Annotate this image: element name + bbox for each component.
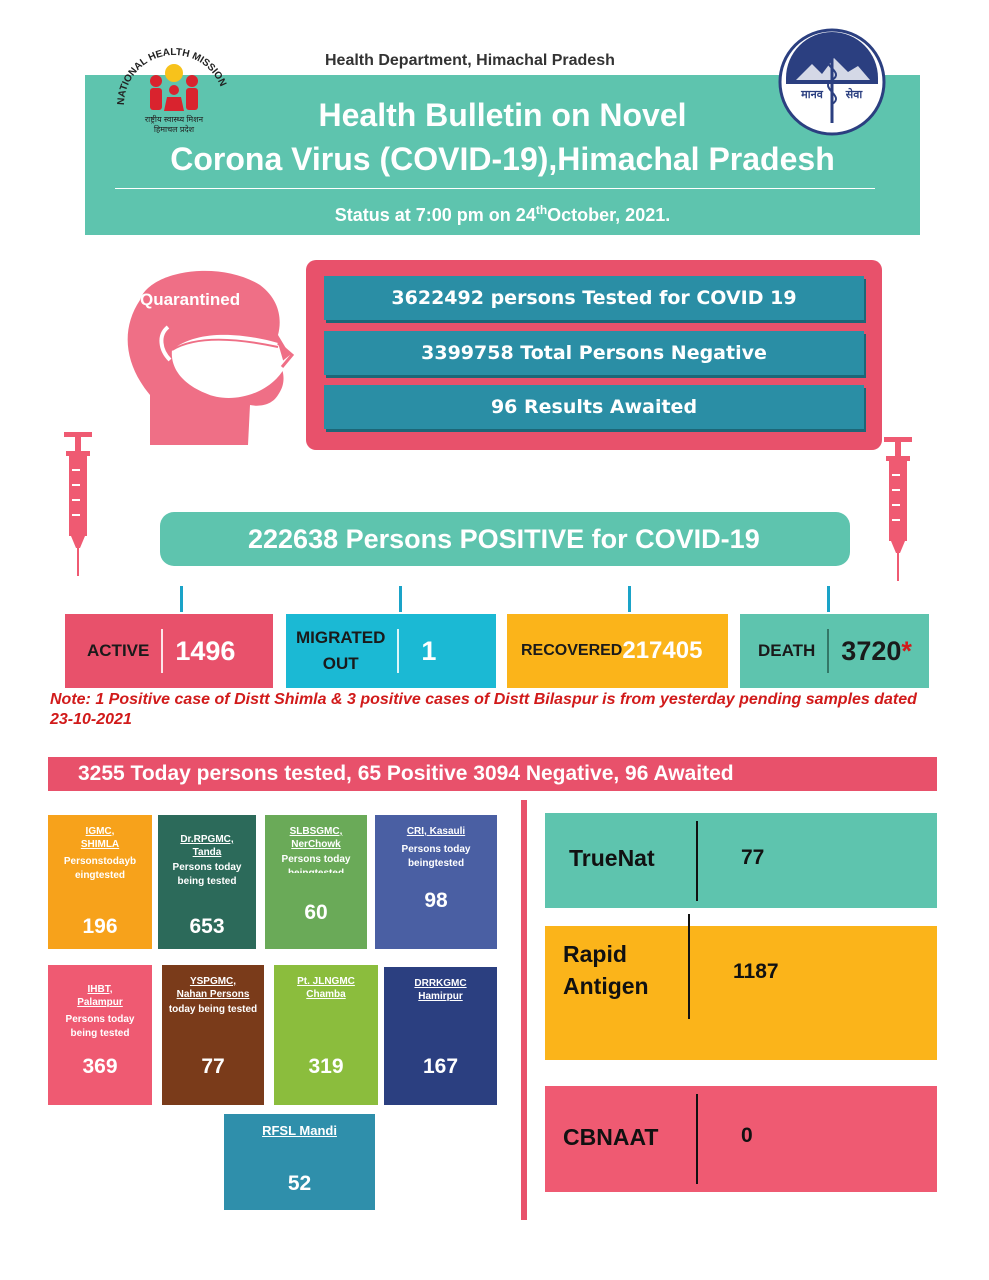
- centre-value: 319: [308, 1055, 344, 1078]
- panel-divider: [688, 914, 690, 1019]
- health-dept-emblem: मानव सेवा: [778, 28, 886, 136]
- rapid-antigen-value: 1187: [733, 960, 779, 983]
- nhm-hindi-2: हिमाचल प्रदेश: [154, 124, 195, 134]
- centre-desc: Personstodayb eingtested: [63, 856, 137, 881]
- migrated-label: MIGRATED OUT: [296, 625, 385, 677]
- active-value: 1496: [175, 635, 236, 666]
- centre-value: 167: [422, 1055, 459, 1078]
- status-prefix: Status at 7:00 pm on 24: [334, 205, 536, 225]
- centre-name: YSPGMC, Nahan Persons: [176, 976, 250, 1000]
- centre-desc: Persons today being tested: [172, 862, 242, 887]
- truenat-label: TrueNat: [569, 845, 655, 871]
- centre-tile-rpgmc: Dr.RPGMC, Tanda Persons today being teste…: [158, 815, 256, 949]
- nhm-hindi-1: राष्ट्रीय स्वास्थ्य मिशन: [145, 114, 204, 124]
- centre-value: 653: [189, 915, 225, 938]
- centre-tile-igmc: IGMC, SHIMLA Personstodayb eingtested 196: [48, 815, 152, 949]
- connector-tick: [180, 586, 183, 612]
- today-summary-bar: 3255 Today persons tested, 65 Positive 3…: [48, 757, 937, 791]
- panel-divider: [696, 1094, 698, 1184]
- note-text: Note: 1 Positive case of Distt Shimla & …: [50, 691, 917, 728]
- migrated-label-1: MIGRATED: [296, 628, 386, 647]
- truenat-panel: TrueNat 77: [545, 813, 937, 908]
- department-title: Health Department, Himachal Pradesh: [325, 52, 615, 69]
- syringe-left-icon: [58, 430, 98, 580]
- centre-value: 60: [304, 901, 328, 924]
- negative-count-bar: 3399758 Total Persons Negative: [324, 331, 864, 375]
- centre-tile-jlngmc: Pt. JLNGMC Chamba 319: [274, 965, 378, 1105]
- active-stat: ACTIVE 1496: [65, 614, 273, 688]
- masked-head-illustration: [110, 255, 310, 455]
- test-summary-panel: 3622492 persons Tested for COVID 19 3399…: [306, 260, 882, 450]
- centre-desc: today being tested: [168, 1004, 258, 1015]
- death-stat: DEATH 3720 *: [740, 614, 929, 688]
- nhm-logo: NATIONAL HEALTH MISSION राष्ट्रीय स्वास्…: [110, 35, 235, 135]
- status-line: Status at 7:00 pm on 24thOctober, 2021.: [85, 203, 920, 226]
- death-value: 3720: [841, 635, 902, 666]
- centre-name: SLBSGMC, NerChowk: [289, 826, 343, 850]
- rapid-antigen-label: Rapid Antigen: [563, 941, 649, 999]
- bulletin-title-line1: Health Bulletin on Novel: [318, 97, 687, 133]
- stat-divider: [161, 629, 164, 673]
- cbnaat-panel: CBNAAT 0: [545, 1086, 937, 1192]
- quarantined-label: Quarantined: [140, 290, 241, 309]
- connector-tick: [628, 586, 631, 612]
- stat-divider: [827, 629, 830, 673]
- centre-name: IHBT, Palampur: [77, 984, 123, 1008]
- recovered-value: 217405: [622, 637, 703, 664]
- centre-tile-rfsl: RFSL Mandi 52: [224, 1114, 375, 1210]
- status-suffix: October, 2021.: [547, 205, 671, 225]
- migrated-value: 1: [421, 635, 437, 666]
- centre-name: IGMC, SHIMLA: [80, 826, 120, 850]
- centre-desc: Persons today being tested: [65, 1014, 135, 1039]
- centre-name: CRI, Kasauli: [406, 826, 466, 837]
- centre-name: RFSL Mandi: [262, 1123, 337, 1138]
- centre-tile-yspgmc: YSPGMC, Nahan Persons today being tested …: [162, 965, 264, 1105]
- bulletin-header: Health Bulletin on Novel Corona Virus (C…: [85, 75, 920, 235]
- truenat-value: 77: [741, 846, 765, 869]
- cbnaat-label: CBNAAT: [563, 1124, 659, 1150]
- centre-value: 77: [201, 1055, 225, 1078]
- header-divider: [115, 188, 875, 189]
- centre-desc: Persons today beingtested: [401, 844, 471, 869]
- centre-value: 52: [287, 1172, 312, 1195]
- death-label: DEATH: [758, 641, 816, 660]
- death-asterisk: *: [901, 635, 912, 666]
- status-sup: th: [535, 203, 548, 217]
- centre-value: 98: [424, 889, 448, 912]
- centre-name: Dr.RPGMC, Tanda: [180, 834, 234, 858]
- migrated-stat: MIGRATED OUT 1: [286, 614, 496, 688]
- migrated-label-2: OUT: [322, 654, 359, 673]
- awaited-count-bar: 96 Results Awaited: [324, 385, 864, 429]
- rapid-antigen-panel: Rapid Antigen 1187: [545, 914, 937, 1060]
- recovered-stat: RECOVERED 217405: [507, 614, 728, 688]
- connector-tick: [399, 586, 402, 612]
- connector-tick: [827, 586, 830, 612]
- centre-tile-drrkgmc: DRRKGMC Hamirpur 167: [384, 967, 497, 1105]
- centre-name: DRRKGMC Hamirpur: [414, 978, 467, 1002]
- active-label: ACTIVE: [87, 641, 150, 660]
- syringe-right-icon: [878, 435, 918, 585]
- cbnaat-value: 0: [741, 1124, 753, 1147]
- section-divider: [521, 800, 527, 1220]
- centre-tile-cri: CRI, Kasauli Persons today beingtested 9…: [375, 815, 497, 949]
- centre-name: Pt. JLNGMC Chamba: [297, 976, 355, 1000]
- stat-divider: [397, 629, 400, 673]
- centre-value: 196: [82, 915, 118, 938]
- positive-total-banner: 222638 Persons POSITIVE for COVID-19: [160, 512, 850, 566]
- recovered-label: RECOVERED: [521, 642, 623, 659]
- centre-tile-ihbt: IHBT, Palampur Persons today being tested…: [48, 965, 152, 1105]
- emblem-text-left: मानव: [800, 89, 824, 101]
- bulletin-title-line2: Corona Virus (COVID-19),Himachal Pradesh: [170, 141, 835, 177]
- emblem-text-right: सेवा: [845, 87, 864, 101]
- centre-value: 369: [82, 1055, 118, 1078]
- panel-divider: [696, 821, 698, 901]
- tested-count-bar: 3622492 persons Tested for COVID 19: [324, 276, 864, 320]
- centre-tile-slbsgmc: SLBSGMC,NerChowk Persons today beingtest…: [265, 815, 367, 949]
- centre-desc: Persons today beingtested: [281, 854, 351, 873]
